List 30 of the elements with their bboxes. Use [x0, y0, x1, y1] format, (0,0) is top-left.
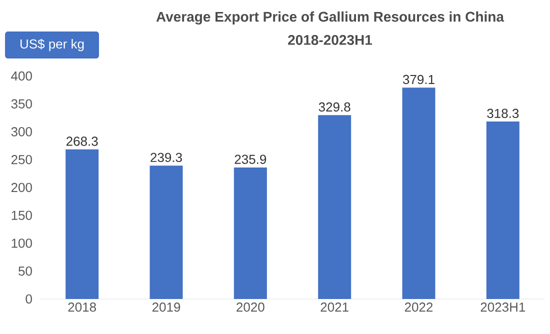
data-label: 318.3 [487, 108, 519, 118]
bar [402, 88, 436, 299]
y-tick-label: 250 [11, 155, 32, 164]
x-tick-label: 2023H1 [480, 302, 526, 312]
bar [234, 167, 267, 299]
data-label: 235.9 [234, 154, 266, 164]
chart-title: Average Export Price of Gallium Resources in China [156, 11, 504, 25]
x-tick-label: 2018 [68, 302, 96, 312]
y-axis-title: US$ per kg [20, 38, 84, 52]
data-label: 268.3 [66, 136, 98, 146]
y-tick-label: 300 [11, 127, 32, 136]
x-tick-label: 2019 [152, 302, 180, 312]
y-tick-label: 350 [11, 99, 32, 108]
y-tick-label: 150 [12, 210, 32, 220]
x-tick-label: 2020 [236, 302, 264, 312]
chart-subtitle: 2018-2023H1 [288, 35, 372, 45]
y-tick-label: 50 [18, 266, 32, 276]
y-tick-label: 0 [26, 294, 32, 304]
y-tick-label: 100 [12, 238, 32, 248]
y-tick-label: 200 [11, 182, 32, 192]
x-tick-label: 2021 [320, 302, 348, 312]
x-tick-label: 2022 [404, 302, 433, 312]
bar [318, 115, 352, 299]
y-tick-label: 400 [11, 71, 32, 81]
bar [486, 122, 520, 299]
data-label: 379.1 [402, 74, 434, 84]
bar [150, 166, 183, 299]
bar [66, 149, 99, 299]
data-label: 329.8 [318, 102, 350, 112]
data-label: 239.3 [150, 152, 182, 162]
